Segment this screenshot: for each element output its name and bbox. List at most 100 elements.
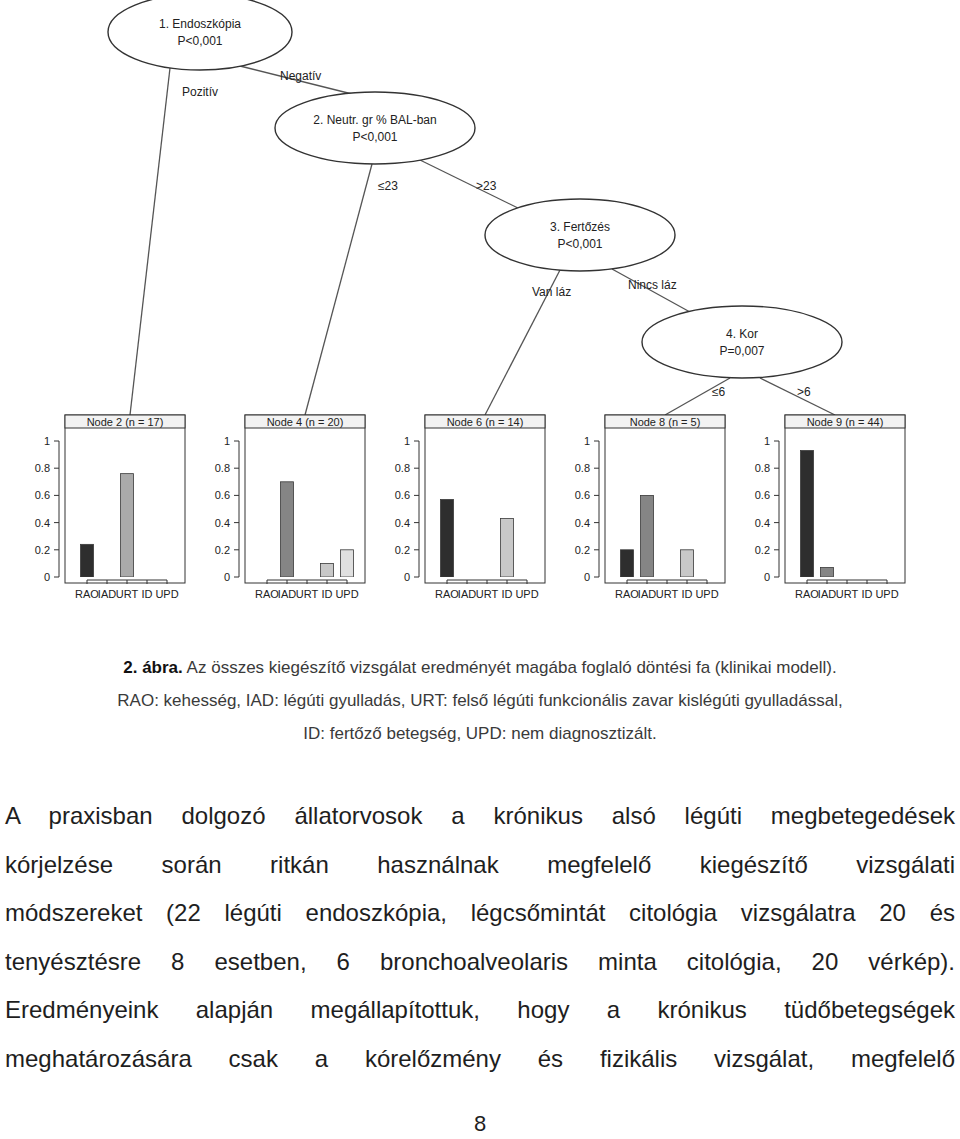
y-tick-label: 1: [224, 435, 230, 447]
bar: [301, 577, 314, 578]
body-line: A praxisban dolgozó állatorvosok a króni…: [5, 792, 955, 841]
y-tick: [594, 549, 599, 550]
y-tick-label: 0.6: [755, 489, 770, 501]
node-p-value: P=0,007: [719, 344, 764, 358]
x-tick: [167, 580, 168, 584]
node-p-value: P<0,001: [352, 130, 397, 144]
x-tick: [827, 580, 828, 584]
panel-header: [65, 415, 185, 428]
x-tick: [867, 580, 868, 584]
y-tick: [54, 577, 59, 578]
y-tick-label: 0.8: [215, 462, 230, 474]
y-tick-label: 0: [584, 571, 590, 583]
x-tick-label: RAO: [435, 588, 459, 600]
branch-label: >6: [797, 385, 811, 399]
chart-title: Node 4 (n = 20): [267, 416, 344, 428]
x-tick-label: IAD: [98, 588, 116, 600]
leaf-chart: Node 9 (n = 44)00.20.40.60.81RAOIADURTID…: [755, 415, 905, 600]
y-tick: [774, 522, 779, 523]
x-tick: [647, 580, 648, 584]
x-tick: [667, 580, 668, 584]
y-tick: [774, 468, 779, 469]
panel-header: [245, 415, 365, 428]
chart-title: Node 8 (n = 5): [630, 416, 701, 428]
y-tick: [54, 549, 59, 550]
x-tick-label: UPD: [695, 588, 718, 600]
leaf-chart: Node 8 (n = 5)00.20.40.60.81RAOIADURTIDU…: [575, 415, 725, 600]
bar: [681, 550, 694, 577]
y-tick: [54, 441, 59, 442]
y-tick-label: 0.4: [395, 517, 410, 529]
chart-title: Node 2 (n = 17): [87, 416, 164, 428]
node-label: 4. Kor: [726, 327, 758, 341]
chart-title: Node 6 (n = 14): [447, 416, 524, 428]
x-tick-label: UPD: [155, 588, 178, 600]
branch-label: ≤6: [712, 385, 726, 399]
x-tick-label: IAD: [278, 588, 296, 600]
page-number: 8: [0, 1111, 960, 1137]
x-tick: [707, 580, 708, 584]
tree: PozitívNegatív≤23>23Van lázNincs láz≤6>6…: [108, 0, 842, 415]
tree-edge: [130, 68, 170, 415]
bars: [281, 482, 354, 577]
y-tick: [234, 522, 239, 523]
bar: [481, 577, 494, 578]
x-tick: [127, 580, 128, 584]
y-tick-label: 0.2: [395, 544, 410, 556]
y-tick-label: 1: [404, 435, 410, 447]
caption-text: RAO: kehesség, IAD: légúti gyulladás, UR…: [117, 691, 842, 710]
panel-frame: [605, 415, 725, 583]
y-tick: [774, 441, 779, 442]
y-tick-label: 0.4: [215, 517, 230, 529]
x-tick-label: IAD: [638, 588, 656, 600]
y-tick: [234, 577, 239, 578]
tree-edge: [420, 160, 522, 210]
x-tick: [447, 580, 448, 584]
x-tick-label: ID: [502, 588, 513, 600]
x-tick-label: RAO: [255, 588, 279, 600]
tree-edge: [240, 66, 352, 94]
body-line: Eredményeink alapján megállapítottuk, ho…: [5, 986, 955, 1035]
bar: [821, 567, 834, 577]
y-tick: [414, 468, 419, 469]
y-tick-label: 0.4: [575, 517, 590, 529]
x-tick: [627, 580, 628, 584]
leaf-chart: Node 2 (n = 17)00.20.40.60.81RAOIADURTID…: [35, 415, 185, 600]
bar: [621, 550, 634, 577]
x-tick: [507, 580, 508, 584]
figure-caption: 2. ábra. Az összes kiegészítő vizsgálat …: [10, 651, 950, 750]
body-line: kórjelzése során ritkán használnak megfe…: [5, 841, 955, 890]
y-tick: [54, 495, 59, 496]
tree-node: [275, 92, 475, 164]
bar: [841, 577, 854, 578]
y-axis: [779, 441, 780, 577]
y-tick: [234, 495, 239, 496]
node-label: 2. Neutr. gr % BAL-ban: [313, 113, 436, 127]
x-tick-label: URT: [476, 588, 499, 600]
y-tick-label: 0.8: [35, 462, 50, 474]
x-tick-label: URT: [836, 588, 859, 600]
y-tick: [54, 522, 59, 523]
caption-line: ID: fertőző betegség, UPD: nem diagnoszt…: [10, 717, 950, 750]
y-tick: [594, 495, 599, 496]
y-axis: [239, 441, 240, 577]
bar: [341, 550, 354, 577]
branch-label: ≤23: [378, 179, 398, 193]
x-tick-label: IAD: [458, 588, 476, 600]
y-tick-label: 0.8: [395, 462, 410, 474]
y-tick: [54, 468, 59, 469]
bar: [441, 499, 454, 577]
tree-edge: [612, 269, 690, 312]
x-tick: [87, 580, 88, 584]
panel-frame: [245, 415, 365, 583]
bar: [161, 577, 174, 578]
y-tick: [234, 468, 239, 469]
y-tick-label: 0: [224, 571, 230, 583]
y-tick: [414, 549, 419, 550]
bar: [321, 563, 334, 577]
x-tick: [147, 580, 148, 584]
x-tick: [307, 580, 308, 584]
y-tick-label: 0.2: [575, 544, 590, 556]
y-tick: [594, 441, 599, 442]
bars: [801, 451, 834, 577]
